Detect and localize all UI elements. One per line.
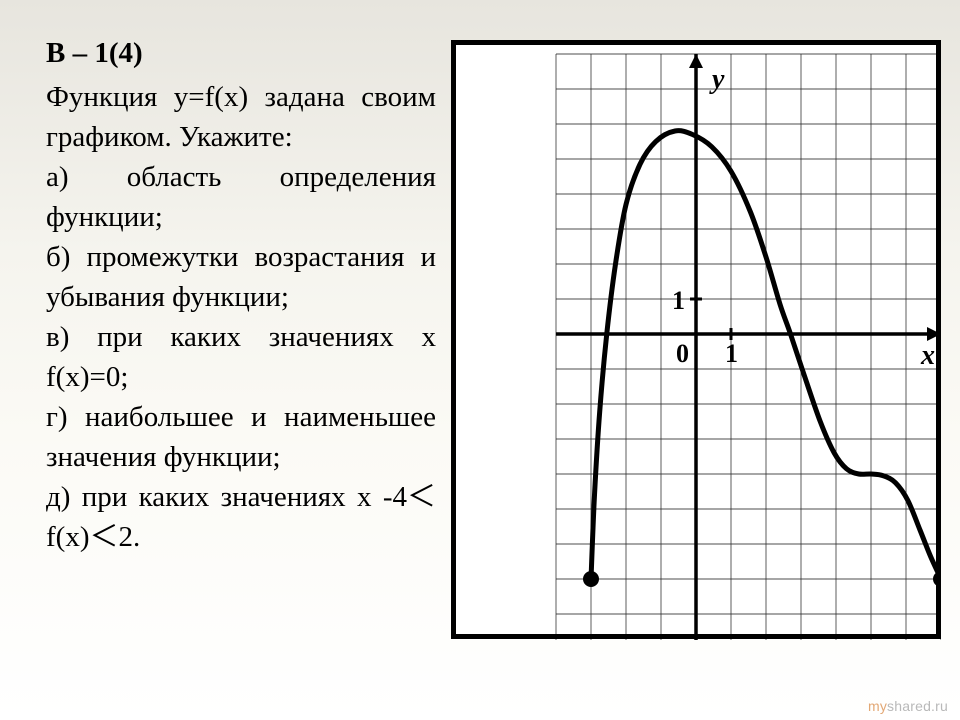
problem-intro: Функция y=f(x) задана своим графиком. Ук… bbox=[46, 77, 436, 157]
svg-text:y: y bbox=[709, 64, 725, 95]
problem-item-g: г) наибольшее и наименьшее значения функ… bbox=[46, 397, 436, 477]
svg-text:x: x bbox=[920, 340, 935, 371]
problem-heading: В – 1(4) bbox=[46, 34, 436, 73]
svg-text:1: 1 bbox=[725, 339, 738, 368]
watermark-rest: shared.ru bbox=[887, 698, 948, 714]
watermark: myshared.ru bbox=[868, 698, 948, 714]
function-graph: y x 0 1 1 bbox=[451, 40, 941, 640]
problem-item-a: а) область определения функции; bbox=[46, 157, 436, 237]
problem-text-column: В – 1(4) Функция y=f(x) задана своим гра… bbox=[46, 34, 436, 720]
svg-text:0: 0 bbox=[676, 339, 689, 368]
problem-item-v: в) при каких значениях х f(x)=0; bbox=[46, 317, 436, 397]
problem-item-d: д) при каких значениях х -4＜ f(x)＜2. bbox=[46, 477, 436, 557]
svg-text:1: 1 bbox=[672, 286, 685, 315]
slide: В – 1(4) Функция y=f(x) задана своим гра… bbox=[0, 0, 960, 720]
content-row: В – 1(4) Функция y=f(x) задана своим гра… bbox=[0, 0, 960, 720]
chart-column: y x 0 1 1 bbox=[436, 34, 946, 720]
watermark-prefix: my bbox=[868, 698, 887, 714]
problem-item-b: б) промежутки возрастания и убывания фун… bbox=[46, 237, 436, 317]
